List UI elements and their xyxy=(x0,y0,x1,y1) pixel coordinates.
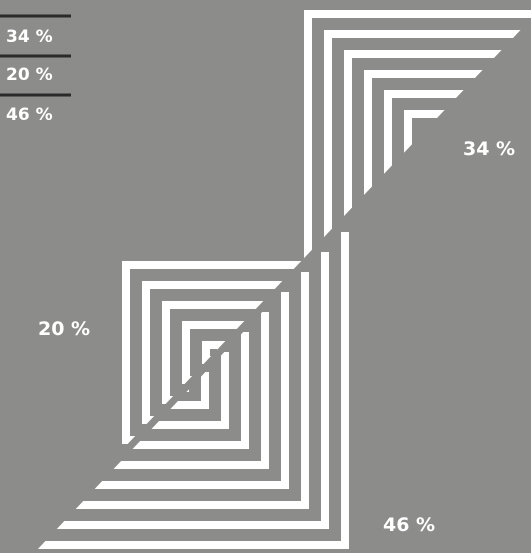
legend: 34 % 20 % 46 % xyxy=(0,14,71,125)
stripe xyxy=(0,352,229,429)
stripe xyxy=(0,232,349,549)
stripe xyxy=(0,372,209,409)
stripe xyxy=(182,321,245,384)
stripe xyxy=(202,341,225,364)
legend-label-1: 34 % xyxy=(6,27,53,47)
slice-label-46: 46 % xyxy=(383,514,435,536)
slice-label-20: 20 % xyxy=(38,318,90,340)
stripe xyxy=(0,252,329,529)
legend-label-2: 20 % xyxy=(6,65,53,85)
stripe xyxy=(404,110,472,178)
slice-46-percent xyxy=(0,232,349,549)
slice-label-34: 34 % xyxy=(463,138,515,160)
legend-label-3: 46 % xyxy=(6,105,53,125)
stripe xyxy=(0,272,309,509)
slice-20-percent xyxy=(122,261,305,444)
stripe xyxy=(0,381,189,392)
stripe xyxy=(122,261,305,444)
